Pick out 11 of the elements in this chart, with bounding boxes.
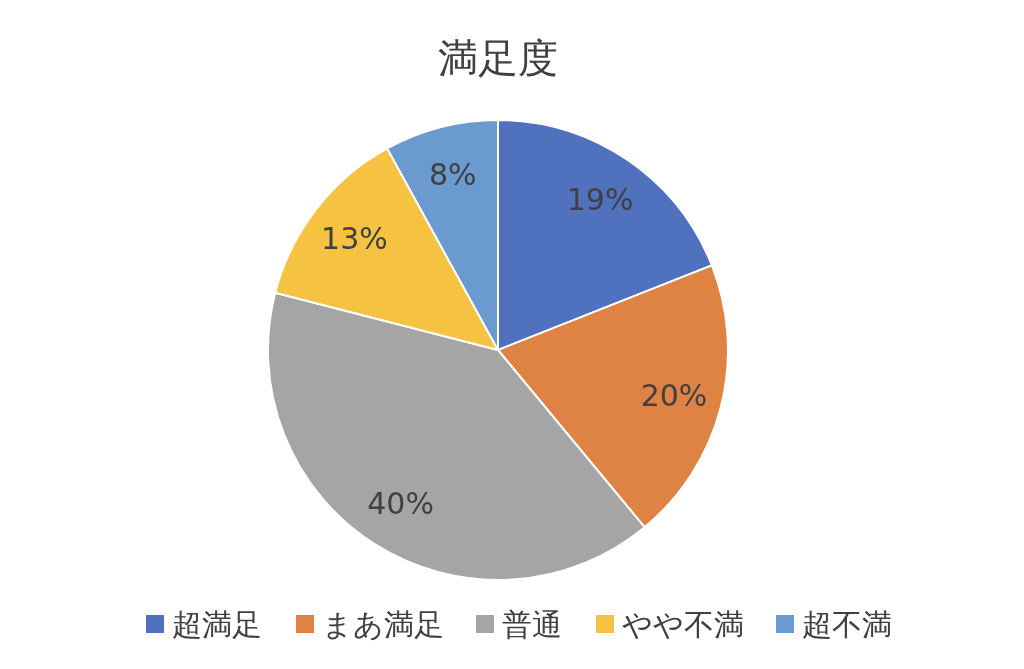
- legend-label: 普通: [502, 606, 562, 642]
- legend-label: まあ満足: [322, 606, 444, 642]
- data-label: 20%: [640, 377, 708, 413]
- data-label: 8%: [429, 156, 477, 192]
- chart-title: 満足度: [438, 35, 558, 81]
- data-label: 13%: [321, 221, 388, 257]
- legend-label: 超満足: [172, 606, 262, 642]
- legend-label: やや不満: [622, 606, 744, 642]
- data-label: 40%: [367, 485, 434, 521]
- data-label: 19%: [566, 182, 634, 218]
- legend-label: 超不満: [802, 606, 892, 642]
